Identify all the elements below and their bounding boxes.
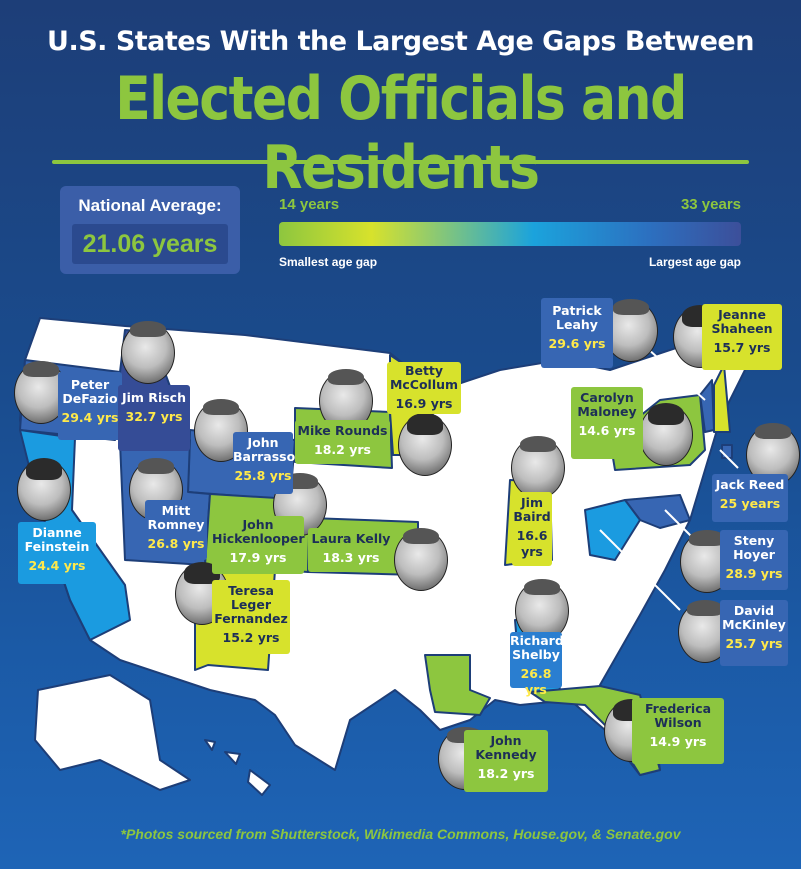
state-alaska <box>34 674 191 791</box>
official-name: Mitt Romney <box>147 503 205 532</box>
callout-shelby: Richard Shelby 26.8 yrs <box>510 632 564 697</box>
national-average-box: National Average: 21.06 years <box>60 186 240 274</box>
official-name: John Hickenlooper <box>212 517 305 546</box>
callout-wilson: Frederica Wilson 14.9 yrs <box>632 698 724 764</box>
official-gap: 29.6 yrs <box>548 336 606 351</box>
callout-feinstein: Dianne Feinstein 24.4 yrs <box>18 522 96 584</box>
official-gap: 17.9 yrs <box>229 550 287 565</box>
official-gap: 25.8 yrs <box>234 468 292 483</box>
official-gap: 28.9 yrs <box>725 566 783 581</box>
official-name: Peter DeFazio <box>62 377 118 406</box>
photo-mccollum <box>398 413 452 476</box>
official-name: Jim Risch <box>122 390 186 405</box>
callout-kelly: Laura Kelly 18.3 yrs <box>308 528 394 572</box>
title-line-2: Elected Officials and Residents <box>115 65 687 203</box>
official-gap: 26.8 yrs <box>520 666 552 697</box>
official-gap: 25 years <box>719 496 781 511</box>
official-name: Mike Rounds <box>297 423 388 438</box>
official-name: Jack Reed <box>715 477 785 492</box>
state-west-virginia <box>584 499 641 561</box>
official-gap: 18.2 yrs <box>314 442 371 457</box>
official-name: Teresa Leger Fernandez <box>214 583 288 626</box>
callout-barrasso: John Barrasso 25.8 yrs <box>233 432 296 494</box>
official-name: Carolyn Maloney <box>577 390 637 419</box>
official-name: Jeanne Shaheen <box>711 307 773 336</box>
official-name: Dianne Feinstein <box>24 525 90 554</box>
photo-maloney <box>639 403 693 466</box>
callout-hickenlooper: John Hickenlooper 17.9 yrs <box>212 516 305 574</box>
callout-reed: Jack Reed 25 years <box>712 474 788 522</box>
callout-mckinley: David McKinley 25.7 yrs <box>720 600 788 666</box>
state-new-hampshire <box>713 364 731 433</box>
photo-baird <box>511 436 565 499</box>
state-louisiana <box>424 654 491 716</box>
national-average-label: National Average: <box>78 196 222 215</box>
callout-hoyer: Steny Hoyer 28.9 yrs <box>720 530 788 590</box>
callout-shaheen: Jeanne Shaheen 15.7 yrs <box>702 304 782 370</box>
legend-min-label: 14 years <box>279 196 340 213</box>
title-line-1: U.S. States With the Largest Age Gaps Be… <box>47 26 754 57</box>
photo-risch <box>121 321 175 384</box>
official-gap: 15.2 yrs <box>222 630 280 645</box>
footnote: *Photos sourced from Shutterstock, Wikim… <box>120 826 681 842</box>
legend-smallest-label: Smallest age gap <box>279 255 378 269</box>
legend-largest-label: Largest age gap <box>648 255 741 269</box>
photo-feinstein <box>17 458 71 521</box>
official-name: David McKinley <box>722 603 786 632</box>
official-gap: 32.7 yrs <box>125 409 183 424</box>
official-gap: 29.4 yrs <box>61 410 119 425</box>
callout-baird: Jim Baird 16.6 yrs <box>512 492 552 566</box>
official-gap: 25.7 yrs <box>725 636 783 651</box>
legend-max-label: 33 years <box>680 196 741 213</box>
official-name: Richard Shelby <box>510 633 564 662</box>
official-gap: 16.9 yrs <box>395 396 453 411</box>
official-name: John Kennedy <box>475 733 537 762</box>
official-gap: 26.8 yrs <box>147 536 205 551</box>
official-name: Jim Baird <box>513 495 551 524</box>
official-gap: 14.9 yrs <box>649 734 707 749</box>
legend-gradient-bar <box>279 222 741 246</box>
official-gap: 15.7 yrs <box>713 340 771 355</box>
callout-kennedy: John Kennedy 18.2 yrs <box>464 730 548 792</box>
callout-romney: Mitt Romney 26.8 yrs <box>145 500 207 560</box>
official-gap: 18.3 yrs <box>322 550 380 565</box>
official-name: Frederica Wilson <box>644 701 712 730</box>
callout-mccollum: Betty McCollum 16.9 yrs <box>387 362 461 414</box>
official-name: Laura Kelly <box>311 531 391 546</box>
official-gap: 18.2 yrs <box>477 766 535 781</box>
leader-line-reed <box>719 449 739 469</box>
leader-line-mckinley <box>599 529 681 611</box>
photo-kelly <box>394 528 448 591</box>
state-hawaii <box>204 739 271 796</box>
callout-risch: Jim Risch 32.7 yrs <box>118 385 190 451</box>
callout-leger-fernandez: Teresa Leger Fernandez 15.2 yrs <box>212 580 290 654</box>
photo-leahy <box>604 299 658 362</box>
callout-rounds: Mike Rounds 18.2 yrs <box>295 420 390 464</box>
official-name: Patrick Leahy <box>552 303 602 332</box>
official-gap: 14.6 yrs <box>578 423 636 438</box>
official-name: John Barrasso <box>233 435 296 464</box>
official-name: Betty McCollum <box>389 363 459 392</box>
national-average-value: 21.06 years <box>72 224 228 264</box>
title-divider <box>52 160 749 164</box>
official-gap: 24.4 yrs <box>28 558 86 573</box>
callout-leahy: Patrick Leahy 29.6 yrs <box>541 298 613 368</box>
callout-defazio: Peter DeFazio 29.4 yrs <box>58 372 122 440</box>
callout-maloney: Carolyn Maloney 14.6 yrs <box>571 387 643 459</box>
official-gap: 16.6 yrs <box>516 528 548 559</box>
official-name: Steny Hoyer <box>733 533 775 562</box>
